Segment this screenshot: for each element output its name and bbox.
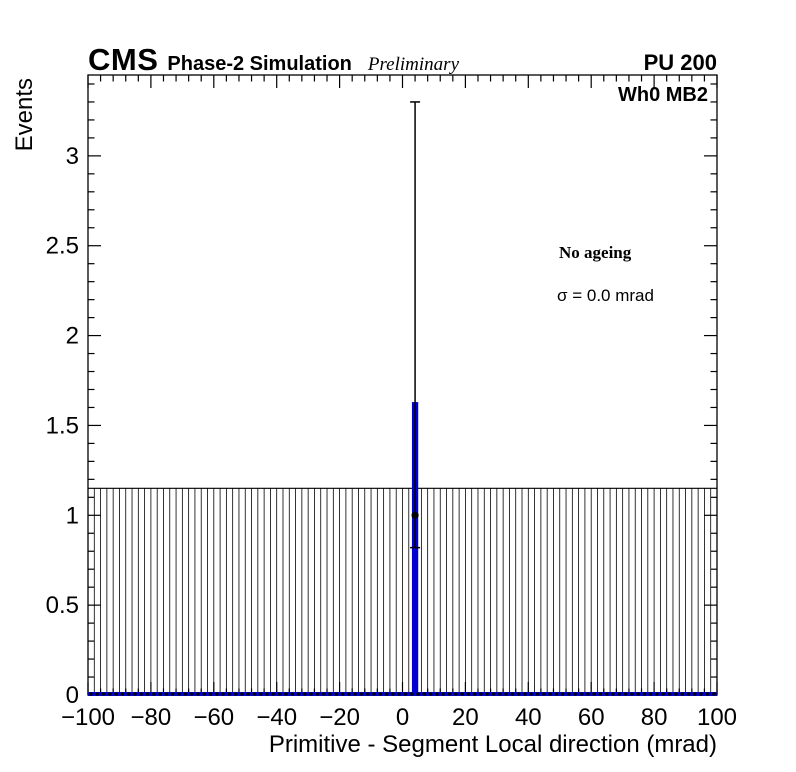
simulation-subtitle: Phase-2 Simulation xyxy=(167,53,352,75)
svg-text:−80: −80 xyxy=(131,704,172,731)
y-axis-title: Events xyxy=(11,78,38,151)
svg-text:−100: −100 xyxy=(61,704,115,731)
svg-text:0: 0 xyxy=(66,682,79,709)
hatch-band xyxy=(87,487,718,695)
x-tick-labels: −100 −80 −60 −40 −20 0 20 40 60 80 100 xyxy=(61,704,737,731)
svg-text:100: 100 xyxy=(697,704,737,731)
data-point xyxy=(410,101,421,549)
preliminary-label: Preliminary xyxy=(367,54,460,75)
pileup-label: PU 200 xyxy=(643,50,717,75)
svg-text:20: 20 xyxy=(452,704,479,731)
svg-text:0.5: 0.5 xyxy=(46,592,79,619)
svg-text:60: 60 xyxy=(578,704,605,731)
svg-text:1.5: 1.5 xyxy=(46,412,79,439)
svg-text:−60: −60 xyxy=(193,704,234,731)
svg-text:2: 2 xyxy=(66,323,79,350)
svg-text:3: 3 xyxy=(66,143,79,170)
ageing-annotation: No ageing xyxy=(559,243,632,262)
svg-text:−20: −20 xyxy=(319,704,360,731)
svg-text:80: 80 xyxy=(641,704,668,731)
svg-text:0: 0 xyxy=(396,704,409,731)
svg-text:1: 1 xyxy=(66,502,79,529)
svg-text:40: 40 xyxy=(515,704,542,731)
chamber-label: Wh0 MB2 xyxy=(618,84,708,106)
x-axis-title: Primitive - Segment Local direction (mra… xyxy=(269,731,717,758)
histogram-spike xyxy=(411,402,419,695)
svg-text:2.5: 2.5 xyxy=(46,233,79,260)
sigma-annotation: σ = 0.0 mrad xyxy=(557,286,654,305)
data-point-marker xyxy=(411,511,419,519)
cms-logo-text: CMS xyxy=(88,42,159,77)
y-tick-labels: 0 0.5 1 1.5 2 2.5 3 xyxy=(46,143,79,709)
plot-header: CMS Phase-2 Simulation Preliminary PU 20… xyxy=(88,42,717,78)
baseline-markers xyxy=(89,692,716,696)
svg-text:−40: −40 xyxy=(256,704,297,731)
